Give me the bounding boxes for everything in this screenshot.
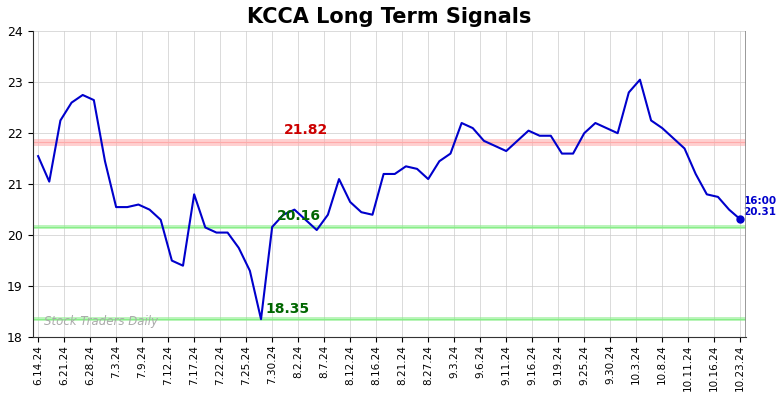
Text: 16:00
20.31: 16:00 20.31 <box>743 196 777 217</box>
Bar <box>33 139 746 146</box>
Title: KCCA Long Term Signals: KCCA Long Term Signals <box>247 7 532 27</box>
Text: Stock Traders Daily: Stock Traders Daily <box>44 315 158 328</box>
Text: 21.82: 21.82 <box>284 123 328 137</box>
Text: 18.35: 18.35 <box>265 302 309 316</box>
Bar <box>33 225 746 229</box>
Bar <box>33 317 746 321</box>
Text: 20.16: 20.16 <box>277 209 321 223</box>
